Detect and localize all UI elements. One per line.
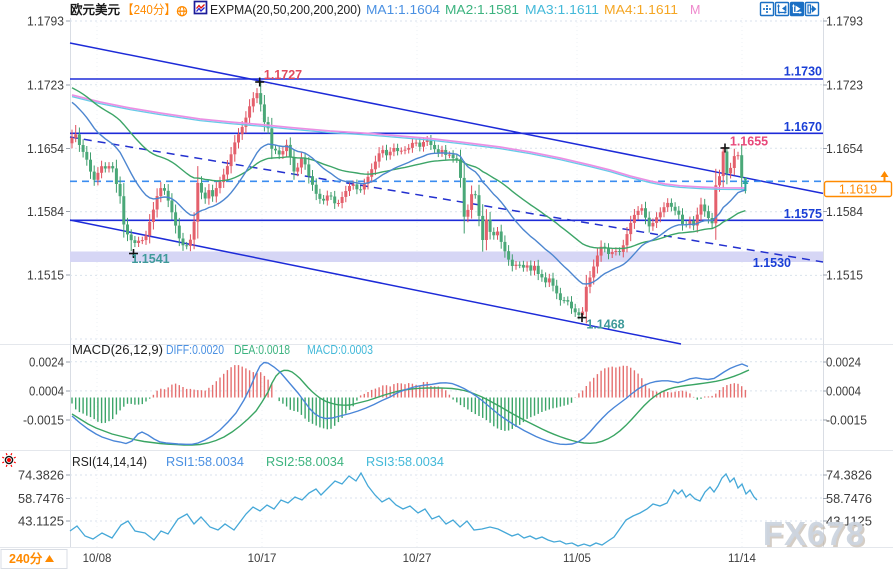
svg-text:10/08: 10/08 <box>83 553 112 565</box>
svg-text:MACD:0.0003: MACD:0.0003 <box>307 343 373 357</box>
svg-text:1.1793: 1.1793 <box>27 14 64 29</box>
svg-text:1.1723: 1.1723 <box>826 78 863 93</box>
svg-text:58.7476: 58.7476 <box>826 491 872 506</box>
svg-text:1.1584: 1.1584 <box>27 204 64 219</box>
svg-text:1.1727: 1.1727 <box>264 68 302 82</box>
svg-text:11/05: 11/05 <box>563 553 591 565</box>
svg-text:【240分】: 【240分】 <box>122 3 176 17</box>
svg-text:MACD(26,12,9): MACD(26,12,9) <box>72 343 163 357</box>
svg-text:0.0024: 0.0024 <box>29 355 64 370</box>
svg-text:MA1:1.1604: MA1:1.1604 <box>366 3 440 17</box>
svg-text:RSI3:58.0034: RSI3:58.0034 <box>366 455 444 469</box>
svg-text:FX678: FX678 <box>763 515 865 552</box>
svg-text:240分: 240分 <box>9 551 43 566</box>
svg-text:1.1793: 1.1793 <box>826 14 863 29</box>
svg-text:1.1515: 1.1515 <box>826 268 863 283</box>
svg-text:0.0004: 0.0004 <box>826 384 861 399</box>
svg-text:MA2:1.1581: MA2:1.1581 <box>445 3 519 17</box>
svg-text:1.1541: 1.1541 <box>131 252 169 266</box>
svg-text:欧元美元: 欧元美元 <box>70 2 121 17</box>
svg-text:1.1530: 1.1530 <box>753 256 791 270</box>
svg-text:43.1125: 43.1125 <box>826 514 872 529</box>
svg-text:1.1575: 1.1575 <box>784 207 822 221</box>
svg-text:1.1670: 1.1670 <box>784 120 822 134</box>
svg-text:1.1619: 1.1619 <box>839 183 877 197</box>
svg-text:MA4:1.1611: MA4:1.1611 <box>604 3 678 17</box>
svg-text:58.7476: 58.7476 <box>18 491 64 506</box>
svg-text:10/17: 10/17 <box>248 553 277 565</box>
svg-text:DIFF:0.0020: DIFF:0.0020 <box>166 343 224 357</box>
svg-text:DEA:0.0018: DEA:0.0018 <box>234 343 290 357</box>
svg-text:74.3826: 74.3826 <box>18 468 64 483</box>
svg-text:0.0004: 0.0004 <box>29 384 64 399</box>
svg-text:1.1584: 1.1584 <box>826 204 863 219</box>
svg-text:1.1654: 1.1654 <box>27 141 64 156</box>
svg-text:-0.0015: -0.0015 <box>23 413 64 428</box>
svg-text:74.3826: 74.3826 <box>826 468 872 483</box>
svg-text:RSI(14,14,14): RSI(14,14,14) <box>72 455 147 469</box>
svg-text:0.0024: 0.0024 <box>826 355 861 370</box>
svg-text:10/27: 10/27 <box>403 553 432 565</box>
svg-text:1.1515: 1.1515 <box>27 268 64 283</box>
svg-text:43.1125: 43.1125 <box>18 514 64 529</box>
svg-text:MA3:1.1611: MA3:1.1611 <box>525 3 599 17</box>
svg-text:FX678: FX678 <box>765 517 867 554</box>
svg-text:1.1654: 1.1654 <box>826 141 863 156</box>
svg-text:M: M <box>690 3 700 17</box>
svg-text:1.1468: 1.1468 <box>586 318 624 332</box>
svg-text:RSI1:58.0034: RSI1:58.0034 <box>166 455 244 469</box>
svg-text:11/14: 11/14 <box>728 553 757 565</box>
svg-text:RSI2:58.0034: RSI2:58.0034 <box>266 455 344 469</box>
svg-text:1.1723: 1.1723 <box>27 78 64 93</box>
svg-text:-0.0015: -0.0015 <box>826 413 867 428</box>
svg-text:1.1730: 1.1730 <box>784 65 822 79</box>
svg-text:1.1655: 1.1655 <box>730 135 768 149</box>
svg-text:EXPMA(20,50,200,200,200): EXPMA(20,50,200,200,200) <box>210 3 361 17</box>
